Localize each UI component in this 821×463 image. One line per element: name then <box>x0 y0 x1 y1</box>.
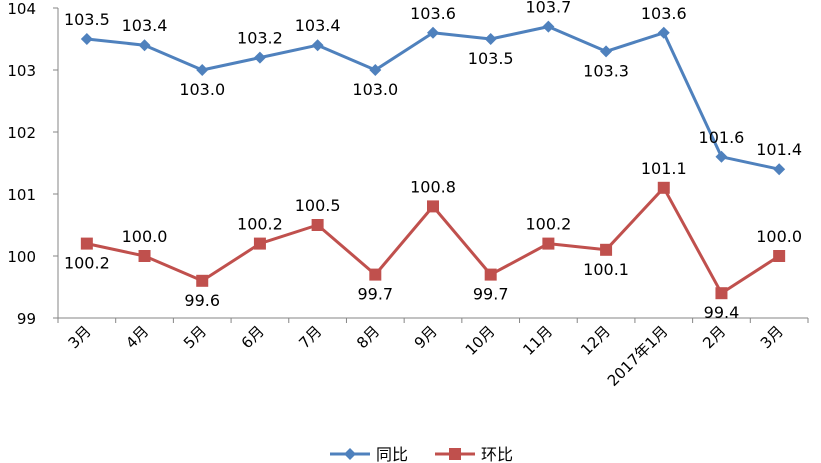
data-label: 101.6 <box>699 128 745 147</box>
data-point-diamond <box>253 51 266 64</box>
legend-marker-square <box>449 448 461 460</box>
y-tick-label: 101 <box>7 186 36 204</box>
data-point-square <box>253 237 266 250</box>
data-point-diamond <box>600 45 613 58</box>
y-tick-label: 103 <box>7 62 36 80</box>
x-tick-label: 12月 <box>577 322 614 359</box>
data-point-diamond <box>773 163 786 176</box>
data-point-square <box>600 243 613 256</box>
data-point-diamond <box>369 64 382 76</box>
legend-marker-diamond <box>344 448 356 460</box>
data-point-square <box>773 250 786 262</box>
x-tick-label: 2017年1月 <box>604 322 672 390</box>
chart-legend: 同比 环比 <box>330 445 513 463</box>
data-point-square <box>715 287 728 300</box>
data-point-square <box>369 268 382 281</box>
data-point-square <box>80 237 93 250</box>
data-point-diamond <box>542 20 555 33</box>
data-point-square <box>427 200 439 213</box>
data-point-diamond <box>80 33 93 45</box>
x-tick-label: 2月 <box>699 322 729 352</box>
data-point-square <box>484 268 497 281</box>
data-label: 100.0 <box>122 227 168 246</box>
x-tick-label: 9月 <box>411 322 441 352</box>
data-label: 99.7 <box>473 285 509 304</box>
data-label: 103.4 <box>295 16 341 35</box>
data-label: 99.7 <box>357 285 393 304</box>
data-point-square <box>542 237 555 250</box>
x-tick-label: 6月 <box>238 322 268 352</box>
data-label: 101.4 <box>756 140 802 159</box>
data-point-square <box>138 250 151 262</box>
data-label: 101.1 <box>641 159 687 178</box>
y-tick-label: 99 <box>17 310 36 328</box>
data-label: 100.0 <box>756 227 802 246</box>
data-label: 100.5 <box>295 196 341 215</box>
data-label: 100.2 <box>237 215 283 234</box>
data-point-diamond <box>138 39 151 52</box>
data-label: 100.2 <box>525 215 571 234</box>
x-tick-label: 11月 <box>519 322 556 359</box>
data-point-diamond <box>484 33 497 45</box>
data-label: 99.6 <box>184 291 220 310</box>
x-tick-label: 4月 <box>122 322 152 352</box>
x-tick-label: 5月 <box>180 322 210 352</box>
data-point-diamond <box>657 26 670 39</box>
legend-label: 同比 <box>376 445 408 463</box>
data-label: 103.5 <box>468 49 514 68</box>
data-label: 100.2 <box>64 254 110 273</box>
data-point-diamond <box>196 64 209 76</box>
data-point-diamond <box>311 39 324 52</box>
chart-axes: 99 100 101 102 103 104 3月 4月 5月 6月 7月 8月 9月 10月 11月 12月… <box>7 0 809 390</box>
data-label: 103.0 <box>352 80 398 99</box>
x-tick-label: 10月 <box>462 322 499 359</box>
x-tick-label: 3月 <box>65 322 95 352</box>
chart-data-labels: 103.5 103.4 103.0 103.2 103.4 103.0 103.6 103.5… <box>64 0 802 322</box>
x-tick-label: 3月 <box>757 322 787 352</box>
data-label: 103.2 <box>237 29 283 48</box>
data-point-square <box>311 219 324 231</box>
data-label: 103.5 <box>64 10 110 29</box>
data-label: 103.4 <box>122 16 168 35</box>
y-tick-label: 100 <box>7 248 36 266</box>
data-label: 103.7 <box>525 0 571 17</box>
data-label: 99.4 <box>704 303 740 322</box>
data-point-diamond <box>715 150 728 163</box>
legend-label: 环比 <box>481 445 513 463</box>
data-label: 103.6 <box>410 4 456 23</box>
x-tick-label: 7月 <box>295 322 325 352</box>
data-label: 103.0 <box>179 80 225 99</box>
data-label: 103.3 <box>583 61 629 80</box>
data-label: 100.1 <box>583 260 629 279</box>
y-tick-label: 102 <box>7 124 36 142</box>
y-tick-label: 104 <box>7 0 36 18</box>
chart-series <box>80 20 786 300</box>
data-point-square <box>657 181 670 194</box>
x-tick-label: 8月 <box>353 322 383 352</box>
data-label: 100.8 <box>410 177 456 196</box>
data-point-square <box>196 274 209 287</box>
data-label: 103.6 <box>641 4 687 23</box>
data-point-diamond <box>427 26 439 39</box>
